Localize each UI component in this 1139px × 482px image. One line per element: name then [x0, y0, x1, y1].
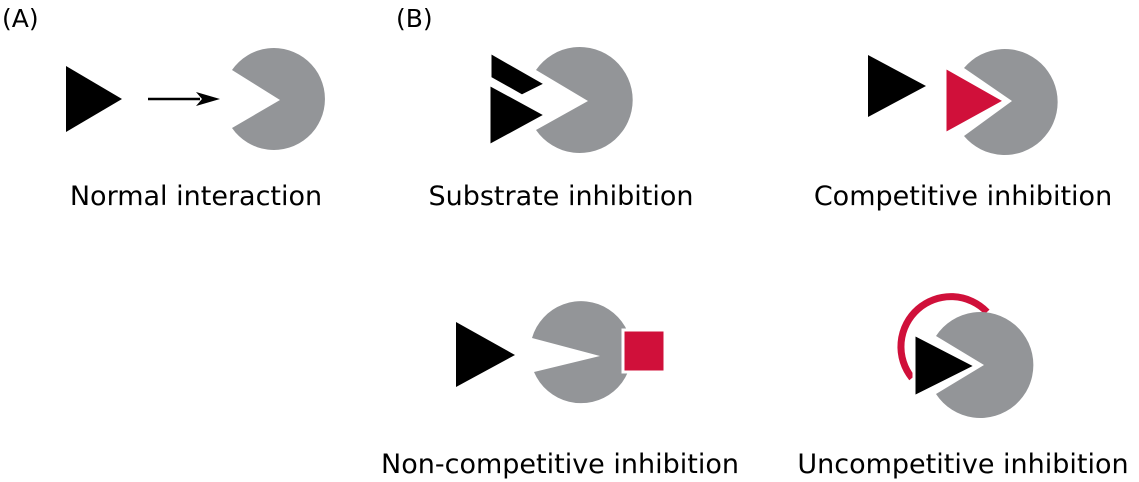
enzyme-pacman [936, 312, 1034, 418]
substrate-triangle [456, 322, 515, 387]
caption-competitive-inhibition: Competitive inhibition [813, 181, 1113, 212]
caption-normal-interaction: Normal interaction [69, 181, 323, 212]
enzyme-pacman [964, 49, 1058, 155]
competitive-inhibition-figure [868, 49, 1058, 155]
caption-uncompetitive-inhibition: Uncompetitive inhibition [797, 449, 1129, 480]
competitive-inhibitor-triangle [943, 64, 1009, 137]
allosteric-inhibitor-square [621, 328, 667, 374]
substrate-inhibition-figure [487, 47, 633, 153]
substrate-triangle-second [487, 81, 550, 149]
caption-noncompetitive-inhibition: Non-competitive inhibition [381, 449, 739, 480]
substrate-triangle [66, 66, 122, 132]
enzyme-pacman [532, 301, 632, 404]
enzyme-inhibitor-arc [897, 293, 990, 381]
arrow-head [196, 92, 220, 106]
normal-interaction-figure [66, 47, 325, 150]
panel-label-b: (B) [396, 4, 433, 33]
substrate-triangle [868, 55, 926, 117]
caption-substrate-inhibition: Substrate inhibition [428, 181, 694, 212]
enzyme-pacman [232, 47, 325, 150]
enzyme-pacman [536, 47, 633, 153]
uncompetitive-inhibition-figure [897, 293, 1034, 418]
noncompetitive-inhibition-figure [456, 301, 667, 404]
substrate-triangle [912, 331, 980, 400]
substrate-triangle-first [488, 49, 550, 98]
panel-label-a: (A) [2, 4, 39, 33]
